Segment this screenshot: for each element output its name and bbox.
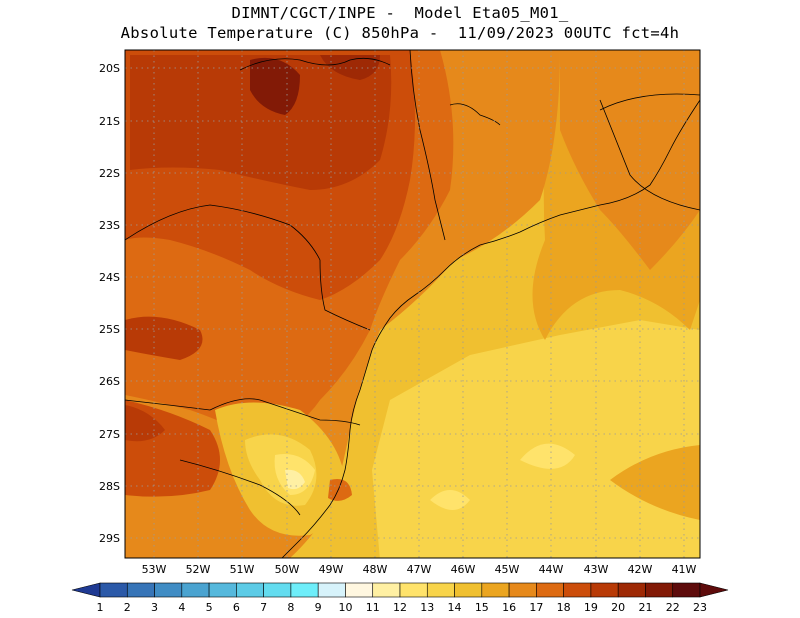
colorbar-segment bbox=[154, 582, 183, 598]
colorbar-label: 23 bbox=[693, 601, 707, 614]
colorbar-segment bbox=[99, 582, 128, 598]
colorbar-label: 13 bbox=[420, 601, 434, 614]
colorbar-arrow-high bbox=[699, 582, 729, 598]
colorbar-segment bbox=[590, 582, 619, 598]
lon-tick-label: 51W bbox=[230, 563, 255, 576]
colorbar-segment bbox=[399, 582, 428, 598]
lat-lon-grid bbox=[125, 50, 700, 558]
colorbar-label: 15 bbox=[475, 601, 489, 614]
colorbar-segment bbox=[372, 582, 401, 598]
colorbar-label: 6 bbox=[233, 601, 240, 614]
lat-tick-label: 23S bbox=[99, 219, 120, 232]
colorbar-label: 2 bbox=[124, 601, 131, 614]
colorbar-segment bbox=[645, 582, 674, 598]
colorbar-segment bbox=[236, 582, 264, 598]
lon-tick-label: 47W bbox=[407, 563, 432, 576]
colorbar-label: 16 bbox=[502, 601, 516, 614]
colorbar-label: 3 bbox=[151, 601, 158, 614]
lon-tick-label: 49W bbox=[319, 563, 344, 576]
colorbar-segment bbox=[345, 582, 374, 598]
colorbar-segment bbox=[536, 582, 564, 598]
lon-tick-label: 44W bbox=[539, 563, 564, 576]
colorbar-label: 11 bbox=[366, 601, 380, 614]
lat-tick-label: 21S bbox=[99, 115, 120, 128]
lat-tick-label: 27S bbox=[99, 428, 120, 441]
colorbar-segment bbox=[617, 582, 646, 598]
colorbar-segment bbox=[181, 582, 210, 598]
map-title-line-2: Absolute Temperature (C) 850hPa - 11/09/… bbox=[120, 24, 680, 42]
colorbar-label: 9 bbox=[315, 601, 322, 614]
temperature-field bbox=[125, 50, 700, 558]
lon-tick-label: 46W bbox=[451, 563, 476, 576]
lat-tick-label: 22S bbox=[99, 167, 120, 180]
lon-tick-label: 41W bbox=[672, 563, 697, 576]
colorbar-label: 20 bbox=[611, 601, 625, 614]
lat-tick-label: 20S bbox=[99, 62, 120, 75]
lat-tick-label: 26S bbox=[99, 375, 120, 388]
colorbar-arrow-low bbox=[71, 582, 101, 598]
latitude-axis: 20S 21S 22S 23S 24S 25S 26S 27S 28S 29S bbox=[99, 62, 120, 545]
colorbar-label: 4 bbox=[178, 601, 185, 614]
map-frame bbox=[124, 49, 701, 559]
colorbar-segment bbox=[126, 582, 155, 598]
lat-tick-label: 29S bbox=[99, 532, 120, 545]
colorbar-segment bbox=[317, 582, 346, 598]
colorbar-segment bbox=[672, 582, 701, 598]
temperature-colorbar: 1 2 3 4 5 6 7 8 9 10 11 12 13 14 15 16 17 18 19 20 21 22 23 bbox=[71, 582, 729, 614]
colorbar-segment bbox=[481, 582, 510, 598]
colorbar-label: 8 bbox=[287, 601, 294, 614]
lon-tick-label: 42W bbox=[628, 563, 653, 576]
lon-tick-label: 48W bbox=[363, 563, 388, 576]
lon-tick-label: 43W bbox=[584, 563, 609, 576]
lon-tick-label: 45W bbox=[495, 563, 520, 576]
colorbar-label: 5 bbox=[206, 601, 213, 614]
colorbar-label: 17 bbox=[529, 601, 543, 614]
colorbar-segment bbox=[508, 582, 537, 598]
colorbar-label: 1 bbox=[97, 601, 104, 614]
colorbar-segment bbox=[208, 582, 237, 598]
colorbar-segment bbox=[290, 582, 319, 598]
colorbar-segment bbox=[426, 582, 455, 598]
map-title-line-1: DIMNT/CGCT/INPE - Model Eta05_M01_ bbox=[231, 4, 569, 22]
lon-tick-label: 52W bbox=[186, 563, 211, 576]
colorbar-segment bbox=[454, 582, 483, 598]
lat-tick-label: 28S bbox=[99, 480, 120, 493]
colorbar-label: 18 bbox=[557, 601, 571, 614]
lon-tick-label: 53W bbox=[142, 563, 167, 576]
colorbar-label: 14 bbox=[448, 601, 462, 614]
colorbar-label: 19 bbox=[584, 601, 598, 614]
colorbar-segment bbox=[263, 582, 292, 598]
lon-tick-label: 50W bbox=[275, 563, 300, 576]
colorbar-label: 7 bbox=[260, 601, 267, 614]
longitude-axis: 53W 52W 51W 50W 49W 48W 47W 46W 45W 44W … bbox=[142, 563, 697, 576]
lat-tick-label: 24S bbox=[99, 271, 120, 284]
colorbar-segment bbox=[563, 582, 592, 598]
colorbar-label: 22 bbox=[666, 601, 680, 614]
lat-tick-label: 25S bbox=[99, 323, 120, 336]
colorbar-label: 10 bbox=[338, 601, 352, 614]
colorbar-label: 21 bbox=[638, 601, 652, 614]
colorbar-label: 12 bbox=[393, 601, 407, 614]
coastline-borders bbox=[125, 50, 700, 558]
